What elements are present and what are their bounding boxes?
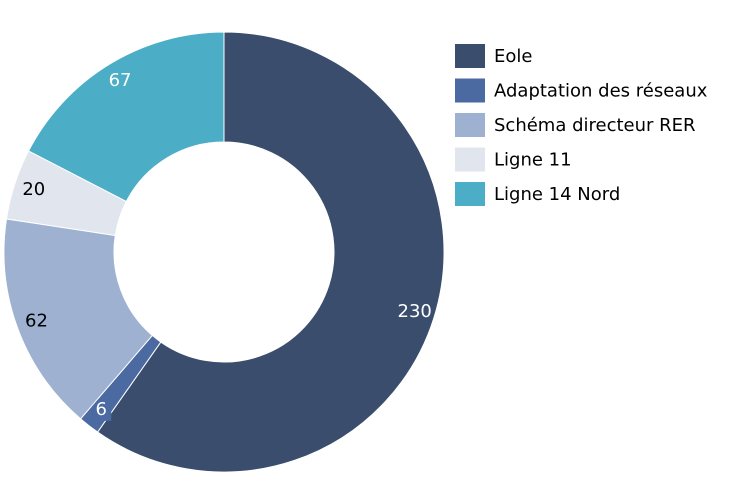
data-label: 20	[22, 179, 45, 200]
legend-label: Adaptation des réseaux	[494, 81, 708, 102]
label-box	[91, 398, 112, 421]
legend-swatch	[455, 44, 485, 68]
legend-label: Eole	[494, 46, 532, 67]
legend-swatch	[455, 78, 485, 103]
legend-label: Ligne 11	[494, 150, 572, 171]
slice	[27, 31, 225, 203]
legend-swatch	[455, 182, 485, 206]
data-label: 6	[95, 399, 106, 420]
data-label: 67	[109, 70, 132, 91]
slice	[3, 218, 154, 420]
legend-label: Ligne 14 Nord	[494, 184, 620, 205]
slice	[96, 31, 445, 473]
legend-label: Schéma directeur RER	[494, 115, 696, 136]
legend-swatch	[455, 147, 485, 172]
data-label: 230	[398, 301, 432, 322]
legend-swatch	[455, 113, 485, 137]
data-label: 62	[25, 311, 48, 332]
